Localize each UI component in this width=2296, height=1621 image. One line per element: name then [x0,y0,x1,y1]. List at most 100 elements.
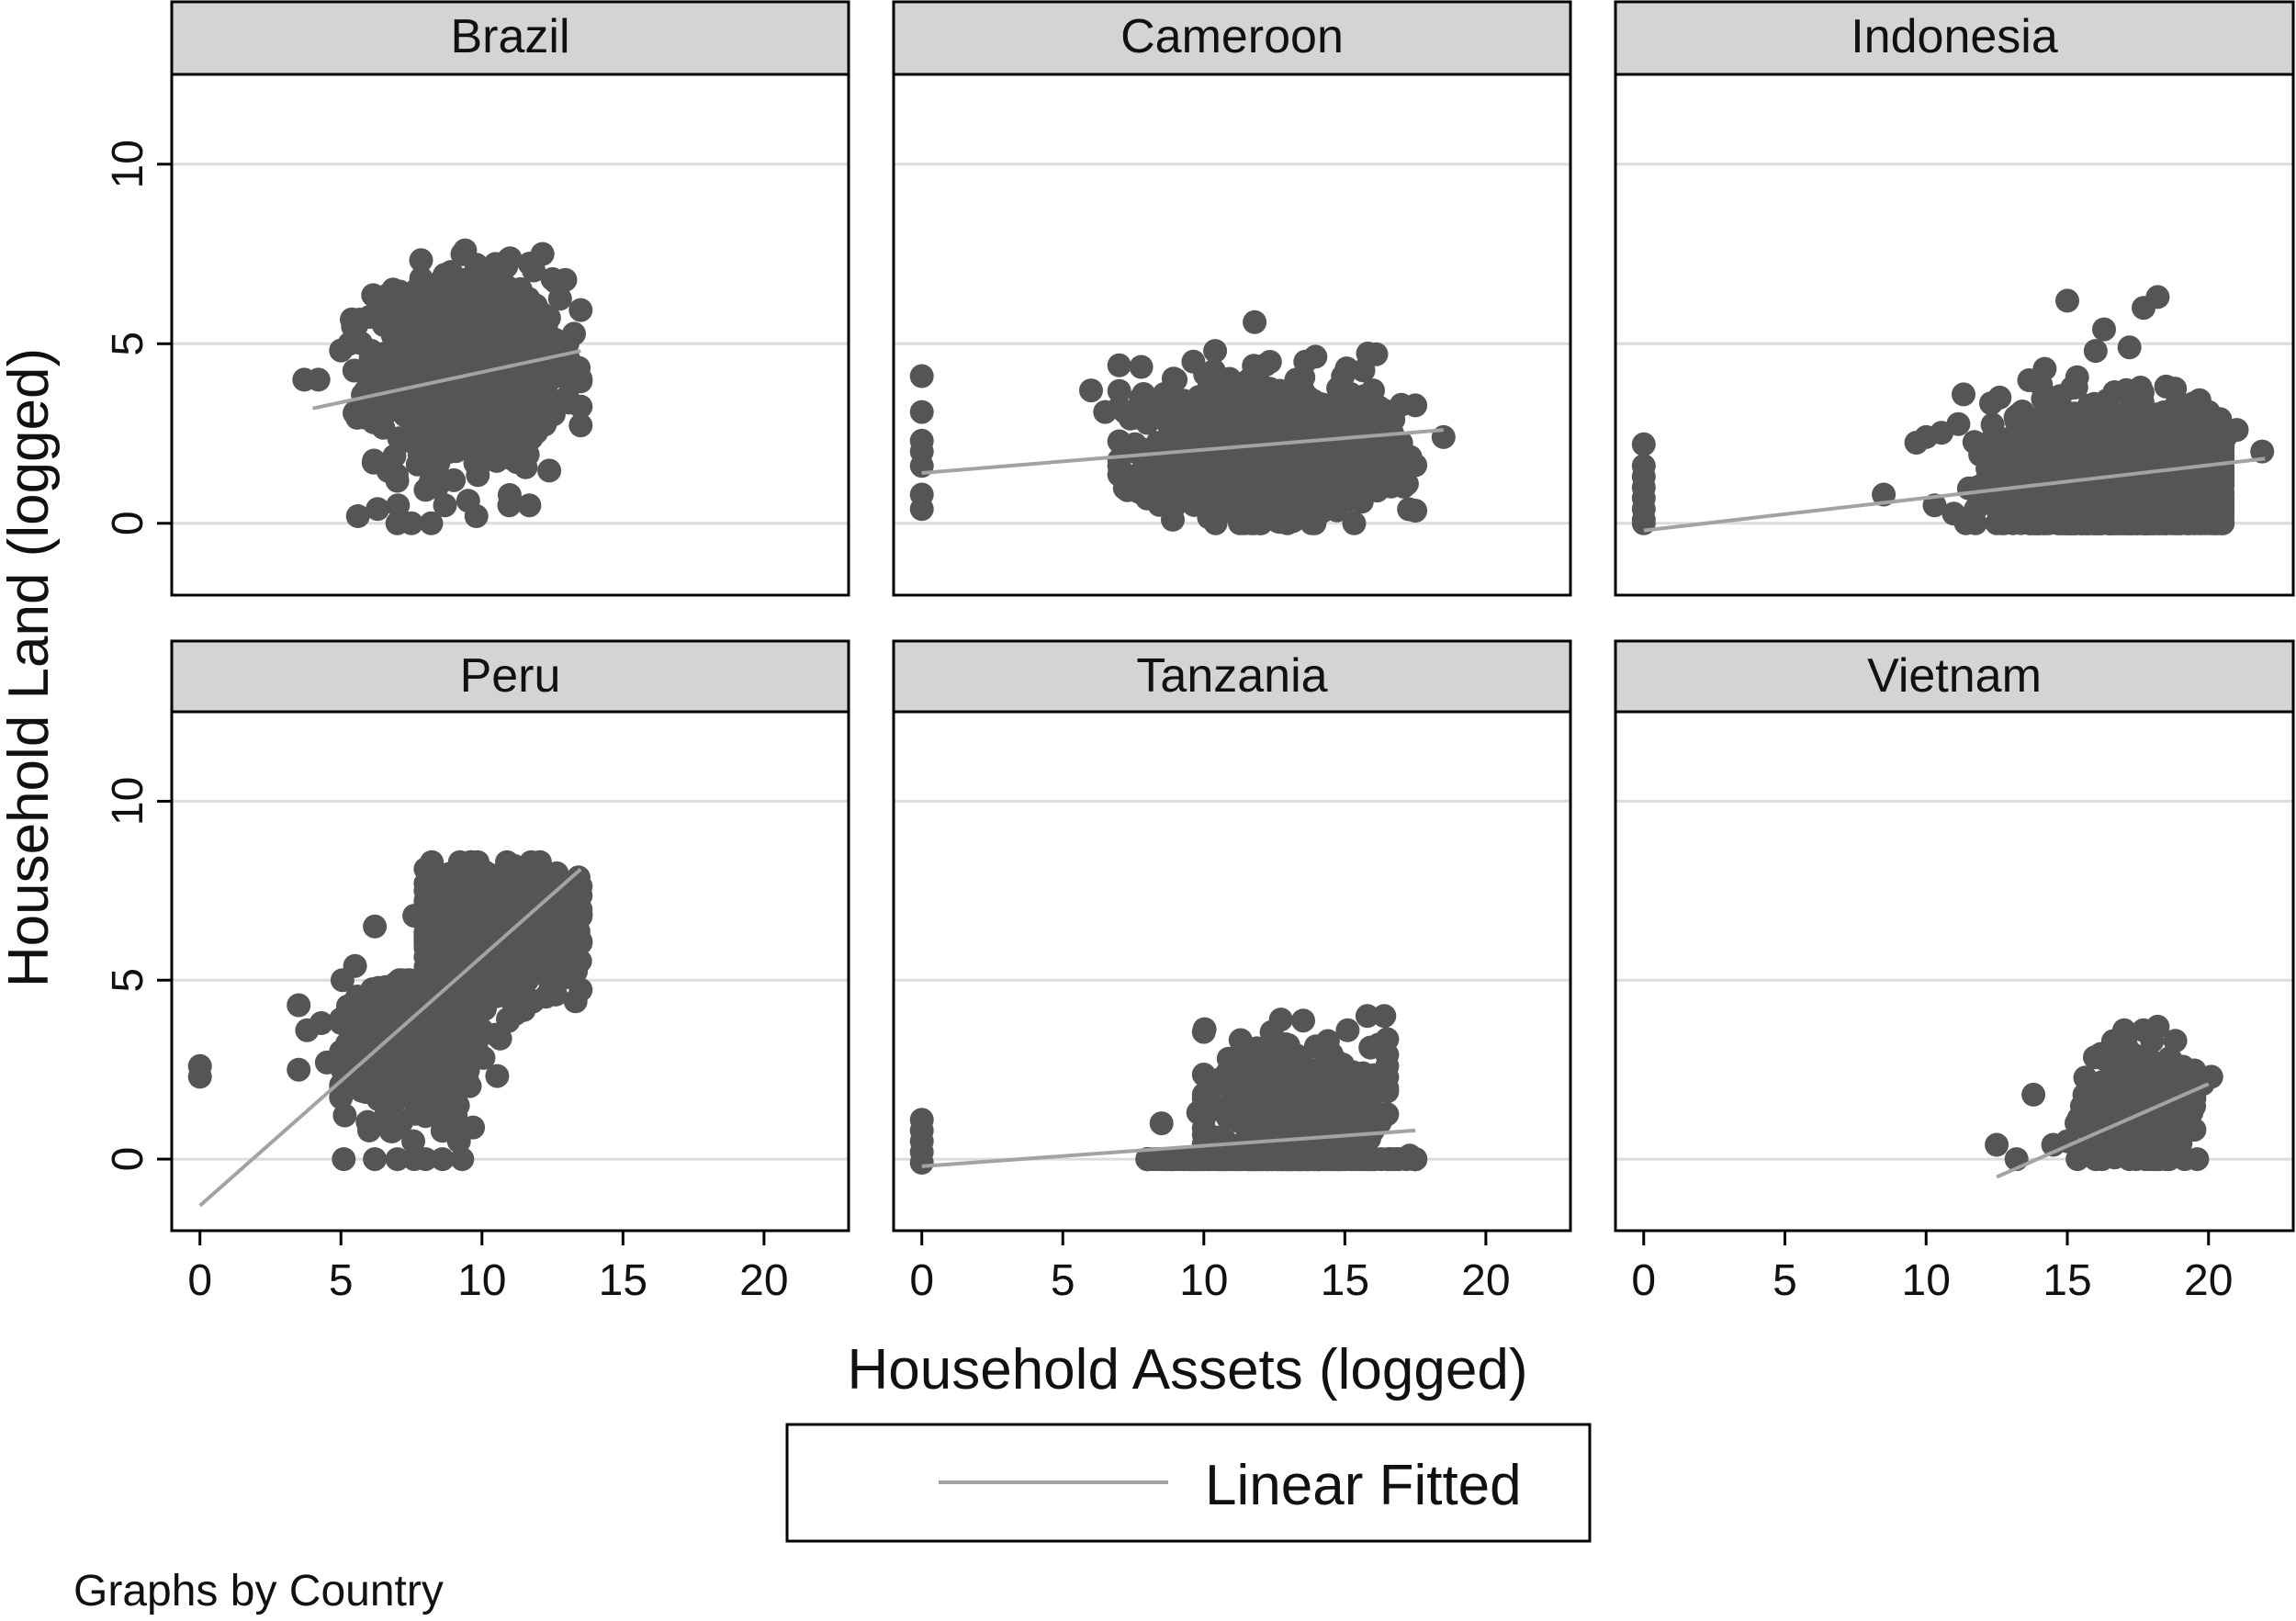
point-brazil-870 [463,315,488,340]
point-brazil-911 [419,511,444,535]
point-indonesia-1407 [1631,511,1656,535]
point-peru-970 [459,969,484,994]
point-indonesia-1399 [2088,419,2113,444]
point-brazil-823 [424,287,448,311]
point-cameroon-1173 [1210,484,1234,509]
point-cameroon-1206 [909,497,934,522]
point-cameroon-1195 [1172,428,1197,453]
fit-line-cameroon [921,428,1444,476]
point-brazil-771 [409,248,433,273]
point-indonesia-1291 [1946,411,1971,436]
panel-strip-brazil [170,0,850,76]
point-cameroon-1094 [1279,498,1304,523]
point-brazil-889 [457,389,482,414]
point-indonesia-1381 [2121,435,2145,460]
panel-title-indonesia: Indonesia [1851,10,2058,63]
point-peru-1248 [418,1086,443,1110]
point-cameroon-1220 [1361,378,1385,403]
point-cameroon-1187 [1283,456,1308,479]
point-brazil-845 [497,483,522,507]
point-brazil-895 [465,425,490,450]
point-peru-1234 [434,1032,459,1057]
point-cameroon-938 [1107,353,1131,377]
point-brazil-916 [490,274,514,298]
panel-title-brazil: Brazil [450,10,569,63]
point-indonesia-1312 [2035,419,2060,444]
panel-strip-indonesia [1614,0,2295,76]
point-brazil-915 [548,364,573,388]
point-peru-1227 [408,1015,432,1040]
point-cameroon-1135 [1197,379,1221,404]
point-brazil-836 [479,445,504,469]
point-brazil-806 [512,435,537,460]
point-cameroon-1185 [1295,418,1320,443]
point-peru-870 [523,947,547,972]
x-tick-label-peru-20: 20 [739,1256,788,1305]
point-cameroon-1218 [1248,511,1273,535]
point-brazil-901 [306,367,331,392]
points-tanzania [909,1004,1428,1175]
point-cameroon-1194 [1333,461,1357,486]
point-cameroon-1133 [1147,457,1171,481]
point-peru-1275 [566,896,591,921]
panel-title-tanzania: Tanzania [1136,649,1327,703]
panel-strip-peru [170,639,850,714]
point-peru-1182 [496,1008,521,1033]
fit-line-brazil [312,349,581,411]
point-brazil-289 [342,358,366,383]
point-brazil-407 [568,413,593,438]
point-cameroon-1021 [1107,454,1131,478]
point-brazil-884 [445,410,469,434]
point-brazil-873 [508,377,533,402]
point-indonesia-1423 [2224,418,2249,443]
point-indonesia-1397 [1993,497,2018,522]
point-peru-1220 [455,1067,479,1092]
point-brazil-543 [568,298,593,322]
point-indonesia-1382 [2032,476,2057,500]
point-brazil-874 [513,455,538,479]
points-indonesia [1631,285,2275,535]
point-indonesia-797 [1941,501,1966,526]
point-cameroon-1216 [1349,490,1374,514]
point-peru-1230 [459,1041,484,1065]
point-peru-1267 [430,1147,455,1172]
point-indonesia-1067 [1964,497,1988,522]
panel-title-cameroon: Cameroon [1120,10,1344,63]
point-peru-1276 [521,989,546,1014]
point-indonesia-1251 [2043,386,2067,411]
point-peru-862 [490,960,515,985]
point-peru-727 [538,974,563,998]
point-peru-896 [452,908,477,933]
point-brazil-662 [393,403,418,428]
point-peru-1243 [443,1093,467,1118]
point-peru-1260 [368,1007,393,1032]
panel-strip-cameroon [892,0,1572,76]
point-peru-1259 [385,996,410,1021]
point-brazil-897 [512,409,537,433]
point-cameroon-1191 [1239,380,1264,405]
point-peru-702 [545,861,569,885]
point-peru-1273 [343,953,367,978]
point-indonesia-1426 [2012,422,2037,445]
point-indonesia-1424 [2177,467,2201,492]
point-peru-1255 [287,1057,311,1082]
point-peru-1272 [363,914,388,939]
point-indonesia-1408 [2055,288,2079,313]
point-indonesia-1400 [1631,432,1656,456]
point-brazil-878 [431,328,456,353]
point-cameroon-1219 [1293,349,1318,374]
point-cameroon-1113 [1131,382,1156,406]
point-peru-818 [563,989,588,1014]
point-peru-897 [490,896,514,921]
point-brazil-907 [540,266,565,291]
point-cameroon-949 [1114,474,1139,499]
point-peru-1261 [337,1075,362,1100]
point-peru-1177 [498,986,523,1011]
point-peru-1262 [332,1147,356,1172]
panel-frame-brazil [170,73,850,597]
point-brazil-814 [534,328,558,353]
point-peru-1240 [411,1057,435,1082]
